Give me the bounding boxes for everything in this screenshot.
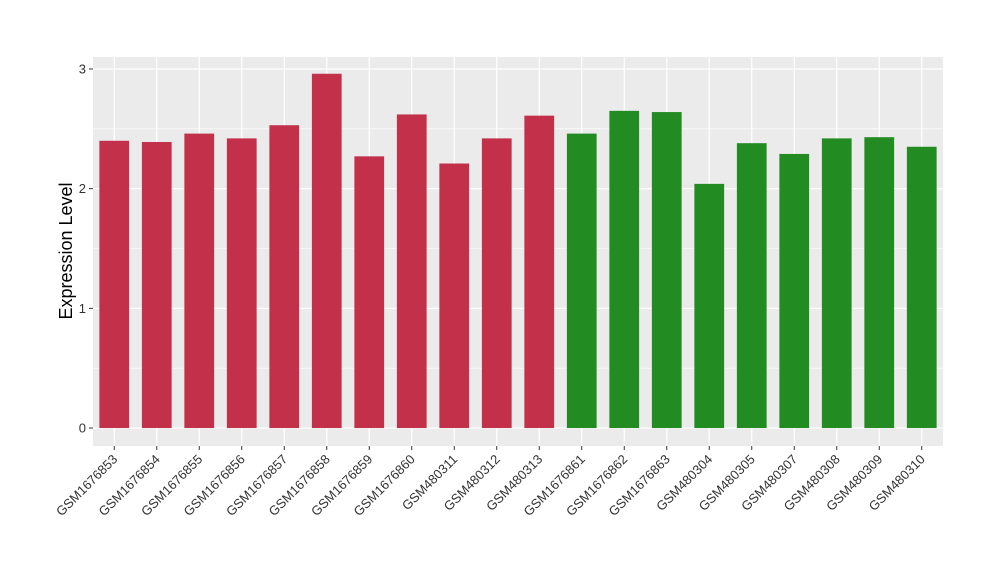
bar-GSM480305 (736, 143, 767, 429)
bar-GSM1676859 (354, 156, 385, 429)
bar-GSM1676856 (226, 138, 257, 429)
bar-GSM1676855 (184, 133, 215, 429)
bar-GSM480307 (779, 153, 810, 429)
bar-GSM1676860 (396, 114, 427, 429)
bar-GSM480310 (906, 146, 937, 429)
bar-GSM1676863 (651, 112, 682, 429)
bar-GSM1676858 (311, 73, 342, 429)
y-tick-label: 3 (79, 61, 86, 76)
bar-GSM1676862 (609, 110, 640, 429)
bar-GSM1676854 (141, 141, 172, 429)
y-tick-label: 1 (79, 301, 86, 316)
bars (99, 73, 937, 429)
y-tick-label: 2 (79, 181, 86, 196)
bar-GSM480313 (524, 115, 555, 429)
bar-GSM480304 (694, 183, 725, 429)
y-tick-label: 0 (79, 421, 86, 436)
plot-panel (93, 57, 943, 446)
y-axis: 0 1 2 3 (79, 61, 93, 436)
x-axis: GSM1676853GSM1676854GSM1676855GSM1676856… (53, 446, 928, 519)
bar-GSM480309 (864, 137, 895, 429)
y-axis-title: Expression Level (56, 182, 76, 319)
bar-GSM1676853 (99, 140, 130, 429)
bar-GSM480311 (439, 163, 470, 429)
bar-GSM1676857 (269, 125, 300, 429)
bar-GSM480312 (481, 138, 512, 429)
bar-GSM1676861 (566, 133, 597, 429)
bar-GSM480308 (821, 138, 852, 429)
